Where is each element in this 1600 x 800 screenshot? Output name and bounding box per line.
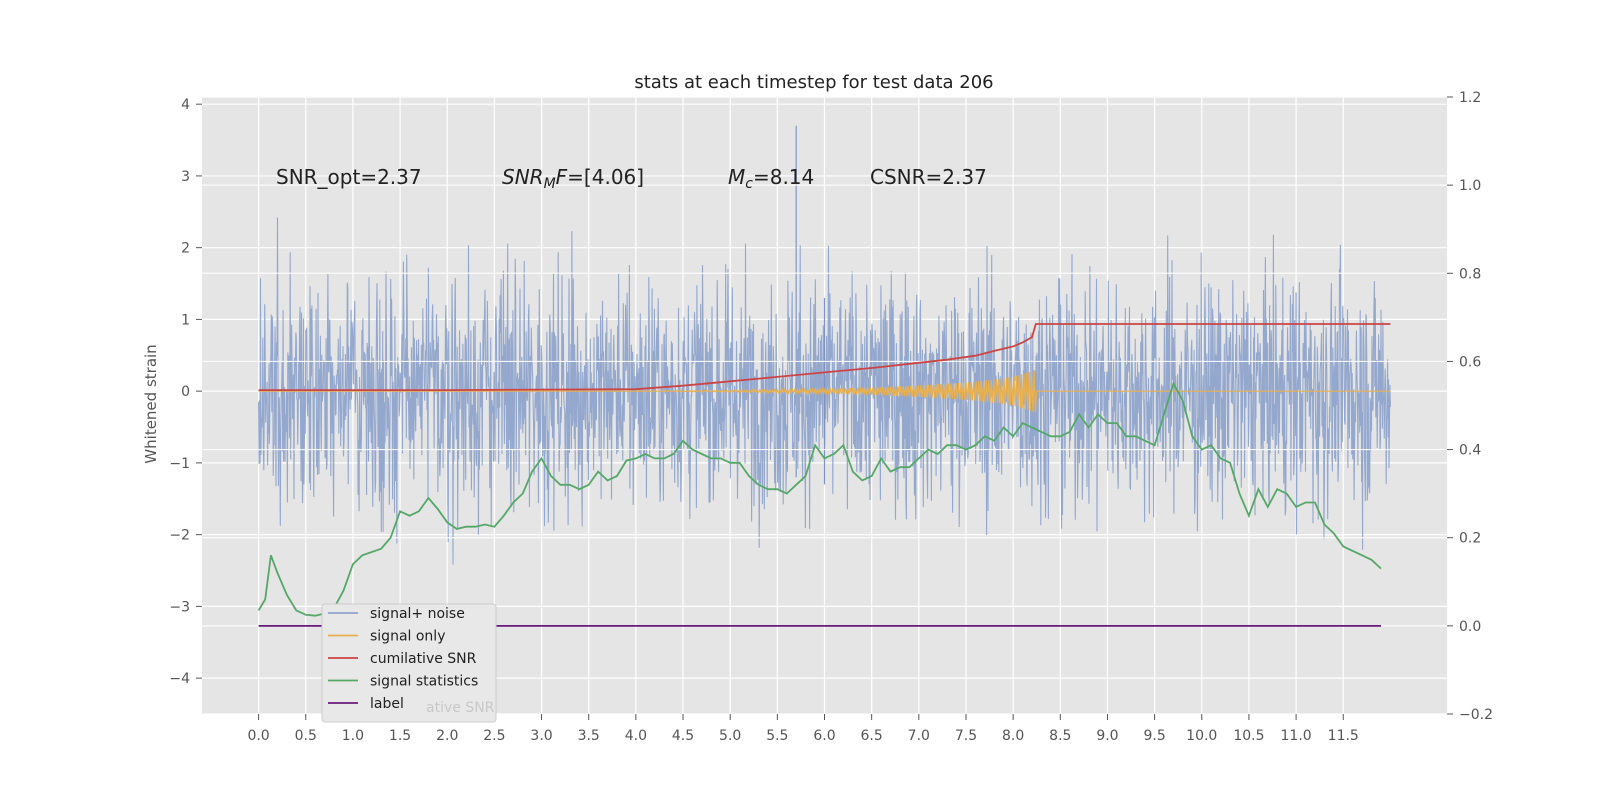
x-tick-label: 11.0 [1281, 728, 1312, 744]
annotation-csnr: CSNR=2.37 [870, 165, 987, 189]
x-tick-label: 6.0 [813, 728, 835, 744]
x-tick-label: 1.5 [389, 728, 411, 744]
legend-label: cumilative SNR [370, 651, 477, 667]
x-tick-label: 4.5 [672, 728, 694, 744]
legend-label: signal statistics [370, 674, 478, 690]
x-tick-label: 2.5 [483, 728, 505, 744]
y2-tick-label: 0.8 [1459, 266, 1481, 282]
y2-tick-label: 1.0 [1459, 178, 1481, 194]
legend: ative SNR signal+ noise signal only cumila… [321, 603, 497, 723]
x-tick-label: 0.5 [295, 728, 317, 744]
y-tick-label: −4 [169, 671, 190, 687]
annotation-snr-opt: SNR_opt=2.37 [276, 165, 422, 189]
x-tick-label: 6.5 [861, 728, 883, 744]
x-tick-label: 8.5 [1049, 728, 1071, 744]
x-tick-label: 7.5 [955, 728, 977, 744]
annotation-snr-mf: SNRMF=[4.06] [502, 165, 644, 192]
x-tick-label: 4.0 [625, 728, 647, 744]
y2-tick-label: 0.4 [1459, 443, 1481, 459]
legend-label: signal only [370, 629, 445, 645]
annotation-mc: Mc=8.14 [728, 165, 814, 192]
x-tick-label: 10.5 [1233, 728, 1264, 744]
annotation-snr-mf-value: =[4.06] [567, 165, 644, 189]
legend-ghost-text: ative SNR [426, 700, 495, 716]
y-tick-label: −3 [169, 599, 190, 615]
x-tick-label: 2.0 [436, 728, 458, 744]
axes: 4 3 2 1 0 −1 −2 −3 −4 0.0 0.5 1.0 1.5 2.0 2.5 3.0 3.5 4.0… [169, 90, 1493, 744]
annotation-snr-mf-sub: M [544, 176, 556, 192]
x-tick-label: 9.0 [1096, 728, 1118, 744]
annotations: SNR_opt=2.37 SNRMF=[4.06] Mc=8.14 CSNR=2… [276, 165, 987, 192]
y-tick-label: 3 [181, 169, 190, 185]
y-tick-label: −1 [169, 456, 190, 472]
legend-items: signal+ noise signal only cumilative SNR si… [328, 606, 478, 712]
legend-label: label [370, 696, 404, 712]
x-tick-label: 5.5 [766, 728, 788, 744]
x-tick-label: 8.0 [1002, 728, 1024, 744]
y-tick-label: −2 [169, 528, 190, 544]
x-tick-label: 3.5 [578, 728, 600, 744]
x-tick-label: 9.5 [1143, 728, 1165, 744]
annotation-snr-mf-main: SNR [502, 165, 544, 189]
series-lines [257, 323, 1391, 627]
series-cumilative-snr [258, 323, 1391, 392]
x-tick-label: 5.0 [719, 728, 741, 744]
annotation-mc-value: =8.14 [753, 165, 814, 189]
x-tick-label: 3.0 [530, 728, 552, 744]
annotation-mc-main: M [728, 165, 745, 189]
annotation-snr-mf-tail: F [556, 165, 568, 189]
y-tick-label: 4 [181, 97, 190, 113]
y-tick-label: 2 [181, 241, 190, 257]
y-axis-label: Whitened strain [142, 344, 160, 463]
y-tick-label: 0 [181, 384, 190, 400]
x-tick-label: 10.0 [1186, 728, 1217, 744]
x-tick-label: 11.5 [1328, 728, 1359, 744]
x-tick-label: 1.0 [342, 728, 364, 744]
x-tick-label: 0.0 [247, 728, 269, 744]
series-signal-only [258, 370, 1391, 413]
y2-tick-label: 0.6 [1459, 354, 1481, 370]
legend-box [321, 603, 497, 723]
series-signal-statistics [257, 381, 1382, 617]
annotation-mc-sub: c [745, 176, 753, 192]
legend-label: signal+ noise [370, 606, 465, 622]
y2-tick-label: 0.2 [1459, 531, 1481, 547]
y2-tick-label: −0.2 [1459, 707, 1493, 723]
chart-title: stats at each timestep for test data 206 [634, 72, 993, 93]
y2-tick-label: 0.0 [1459, 619, 1481, 635]
y2-tick-label: 1.2 [1459, 90, 1481, 106]
y-tick-label: 1 [181, 312, 190, 328]
x-tick-label: 7.0 [908, 728, 930, 744]
